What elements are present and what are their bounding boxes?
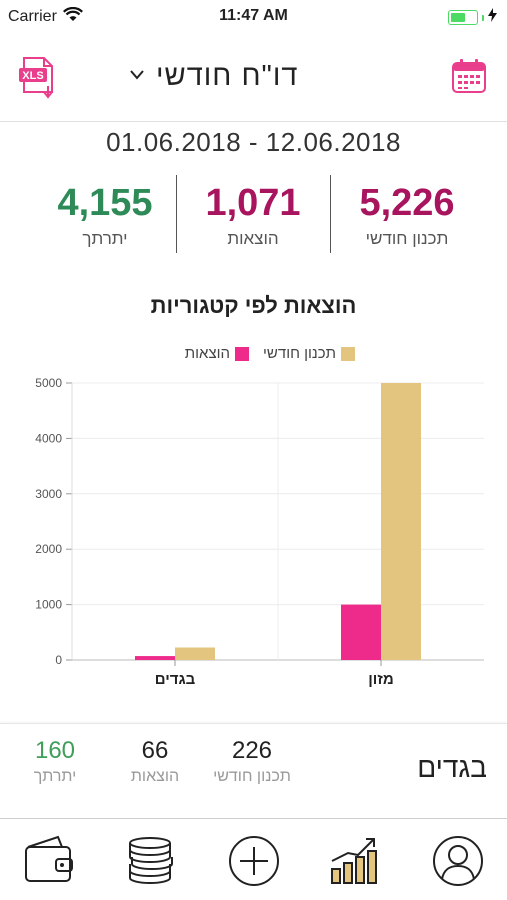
xls-icon: XLS <box>19 57 53 99</box>
battery-icon <box>448 10 478 25</box>
legend-swatch <box>341 346 355 361</box>
balance-value: 4,155 <box>57 182 153 224</box>
category-balance-stat: 160 יתרתך <box>0 736 110 786</box>
chart-legend: תכנון חודשי הוצאות <box>185 345 355 362</box>
tab-bar <box>0 818 507 900</box>
category-expenses-value: 66 <box>141 737 169 764</box>
legend-label: תכנון חודשי <box>263 345 336 362</box>
legend-swatch <box>235 346 250 361</box>
x-tick-label: מזון <box>368 671 393 688</box>
bar <box>381 383 421 660</box>
category-plan-stat: 226 תכנון חודשי <box>197 736 307 786</box>
chart-title: הוצאות לפי קטגוריות <box>150 293 357 318</box>
monthly-plan-stat: 5,226 תכנון חודשי <box>332 183 482 249</box>
bar-chart: 0 1000 2000 3000 4000 5000 בגדים מזון <box>35 376 484 688</box>
balance-stat: 4,155 יתרתך <box>30 183 180 249</box>
coins-icon <box>129 837 173 884</box>
calendar-button[interactable] <box>451 58 487 94</box>
y-tick-label: 4000 <box>35 431 62 445</box>
category-name: בגדים <box>417 752 487 783</box>
y-tick-label: 5000 <box>35 376 62 390</box>
page-title: דו"ח חודשי <box>156 59 299 92</box>
x-tick-label: בגדים <box>155 671 196 688</box>
monthly-plan-value: 5,226 <box>359 182 455 224</box>
profile-icon <box>433 836 483 886</box>
report-type-selector[interactable]: דו"ח חודשי <box>130 56 298 96</box>
tab-reports[interactable] <box>328 833 384 889</box>
stat-divider <box>176 175 177 253</box>
status-left: Carrier <box>8 6 83 27</box>
tab-coins[interactable] <box>124 833 180 889</box>
y-tick-label: 3000 <box>35 487 62 501</box>
tab-profile[interactable] <box>430 833 486 889</box>
expenses-stat: 1,071 הוצאות <box>178 183 328 249</box>
bar <box>175 647 215 660</box>
status-time: 11:47 AM <box>219 7 288 24</box>
wifi-icon <box>62 6 83 27</box>
expenses-label: הוצאות <box>227 229 279 248</box>
legend-label: הוצאות <box>184 345 231 362</box>
category-balance-value: 160 <box>34 737 76 764</box>
bar <box>341 604 381 660</box>
legend-item-expenses: הוצאות <box>184 345 250 362</box>
status-right <box>448 8 497 27</box>
category-plan-value: 226 <box>231 737 273 764</box>
summary-card: 01.06.2018 - 12.06.2018 4,155 יתרתך 1,07… <box>0 123 507 723</box>
svg-text:XLS: XLS <box>22 70 43 82</box>
y-tick-label: 1000 <box>35 598 62 612</box>
y-tick-label: 2000 <box>35 542 62 556</box>
add-icon <box>229 836 279 886</box>
category-balance-label: יתרתך <box>33 768 77 785</box>
chart-icon <box>331 838 377 884</box>
status-bar: Carrier 11:47 AM <box>0 0 507 34</box>
carrier-label: Carrier <box>8 8 57 25</box>
date-range: 01.06.2018 - 12.06.2018 <box>106 127 401 157</box>
category-plan-label: תכנון חודשי <box>213 768 291 785</box>
tab-wallet[interactable] <box>22 833 78 889</box>
legend-item-plan: תכנון חודשי <box>263 345 355 362</box>
tab-add[interactable] <box>226 833 282 889</box>
y-tick-label: 0 <box>55 653 62 667</box>
bar <box>135 656 175 660</box>
nav-bar: XLS דו"ח חודשי <box>0 34 507 122</box>
stat-divider <box>330 175 331 253</box>
export-xls-button[interactable]: XLS <box>18 56 58 100</box>
wallet-icon <box>25 835 73 882</box>
balance-label: יתרתך <box>82 229 128 248</box>
category-expenses-stat: 66 הוצאות <box>100 736 210 786</box>
chevron-down-icon <box>130 67 144 85</box>
expenses-value: 1,071 <box>205 182 301 224</box>
category-summary[interactable]: בגדים 226 תכנון חודשי 66 הוצאות 160 יתרת… <box>0 723 507 818</box>
monthly-plan-label: תכנון חודשי <box>365 229 449 248</box>
charging-icon <box>488 8 497 27</box>
calendar-icon <box>452 59 486 93</box>
category-expenses-label: הוצאות <box>130 768 180 785</box>
